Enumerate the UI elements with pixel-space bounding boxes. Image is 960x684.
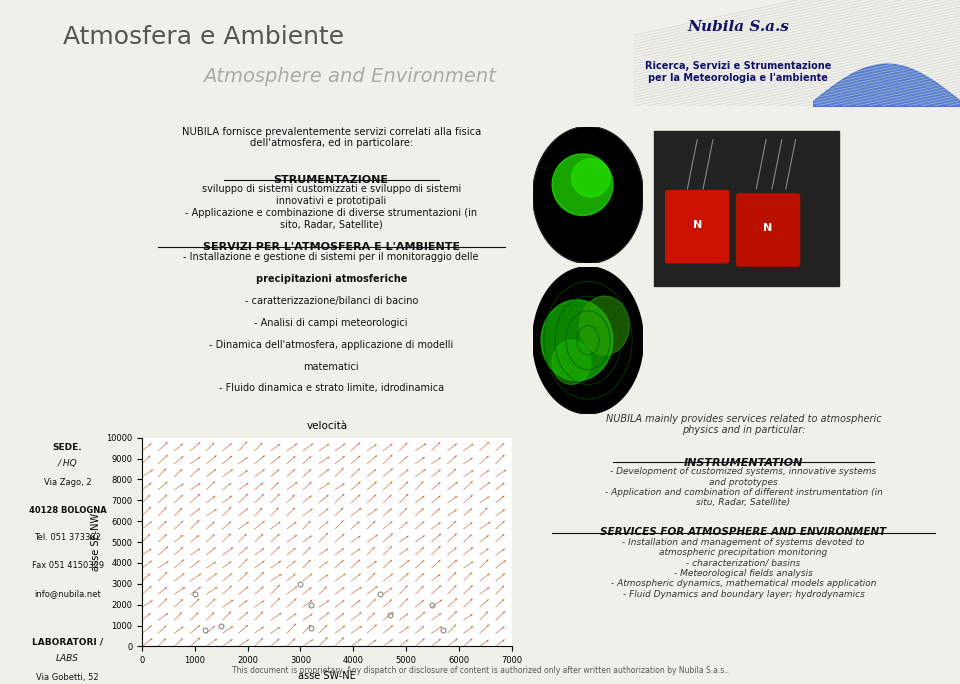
- Text: - Installazione e gestione di sistemi per il monitoraggio delle: - Installazione e gestione di sistemi pe…: [183, 252, 479, 262]
- Text: sviluppo di sistemi customizzati e sviluppo di sistemi
innovativi e prototipali
: sviluppo di sistemi customizzati e svilu…: [185, 185, 477, 229]
- Text: NUBILA mainly provides services related to atmospheric
physics and in particular: NUBILA mainly provides services related …: [606, 414, 881, 436]
- FancyBboxPatch shape: [736, 194, 800, 266]
- Text: NUBILA fornisce prevalentemente servizi correlati alla fisica
dell'atmosfera, ed: NUBILA fornisce prevalentemente servizi …: [181, 127, 481, 148]
- Text: / HQ: / HQ: [58, 459, 78, 469]
- Polygon shape: [580, 296, 630, 355]
- Text: LABORATORI /: LABORATORI /: [32, 638, 104, 647]
- Polygon shape: [533, 267, 643, 414]
- Text: N: N: [692, 220, 702, 230]
- Polygon shape: [533, 127, 643, 263]
- Text: INSTRUMENTATION: INSTRUMENTATION: [684, 458, 804, 468]
- Text: This document is proprietary. Any dispatch or disclosure of content is authorize: This document is proprietary. Any dispat…: [231, 666, 729, 675]
- Text: - caratterizzazione/bilanci di bacino: - caratterizzazione/bilanci di bacino: [245, 295, 418, 306]
- Text: - Installation and management of systems devoted to
atmospheric precipitation mo: - Installation and management of systems…: [611, 538, 876, 598]
- Text: Via Gobetti, 52: Via Gobetti, 52: [36, 672, 99, 682]
- Polygon shape: [552, 154, 612, 215]
- Text: Nubila S.a.s: Nubila S.a.s: [687, 20, 789, 34]
- Polygon shape: [541, 300, 612, 381]
- Y-axis label: asse SE-NW: asse SE-NW: [90, 513, 101, 571]
- Text: - Dinamica dell'atmosfera, applicazione di modelli: - Dinamica dell'atmosfera, applicazione …: [209, 340, 453, 350]
- Text: - Analisi di campi meteorologici: - Analisi di campi meteorologici: [254, 317, 408, 328]
- Text: 40128 BOLOGNA: 40128 BOLOGNA: [29, 505, 107, 514]
- Polygon shape: [571, 159, 611, 197]
- Text: - Development of customized systems, innovative systems
and prototypes
- Applica: - Development of customized systems, inn…: [605, 467, 882, 508]
- Text: Via Zago, 2: Via Zago, 2: [44, 478, 91, 487]
- Text: STRUMENTAZIONE: STRUMENTAZIONE: [274, 175, 389, 185]
- Text: precipitazioni atmosferiche: precipitazioni atmosferiche: [255, 274, 407, 284]
- FancyBboxPatch shape: [665, 191, 729, 263]
- Text: N: N: [763, 223, 773, 233]
- Text: Atmosphere and Environment: Atmosphere and Environment: [203, 67, 495, 86]
- Text: matematici: matematici: [303, 362, 359, 371]
- Text: Fax 051 4150329: Fax 051 4150329: [32, 561, 104, 570]
- Text: - Fluido dinamica e strato limite, idrodinamica: - Fluido dinamica e strato limite, idrod…: [219, 384, 444, 393]
- Text: Ricerca, Servizi e Strumentazione
per la Meteorologia e l'ambiente: Ricerca, Servizi e Strumentazione per la…: [645, 62, 831, 83]
- Text: SERVIZI PER L'ATMOSFERA E L'AMBIENTE: SERVIZI PER L'ATMOSFERA E L'AMBIENTE: [203, 242, 460, 252]
- Text: SERVICES FOR ATMOSPHERE AND ENVIRONMENT: SERVICES FOR ATMOSPHERE AND ENVIRONMENT: [600, 527, 887, 537]
- Text: LABS: LABS: [57, 654, 79, 663]
- Polygon shape: [552, 341, 590, 384]
- Text: info@nubila.net: info@nubila.net: [35, 589, 101, 598]
- Text: SEDE.: SEDE.: [53, 443, 83, 452]
- Text: Tel. 051 373382: Tel. 051 373382: [35, 534, 101, 542]
- Title: velocità: velocità: [306, 421, 348, 432]
- Text: Atmosfera e Ambiente: Atmosfera e Ambiente: [63, 25, 345, 49]
- X-axis label: asse SW-NE: asse SW-NE: [298, 670, 356, 681]
